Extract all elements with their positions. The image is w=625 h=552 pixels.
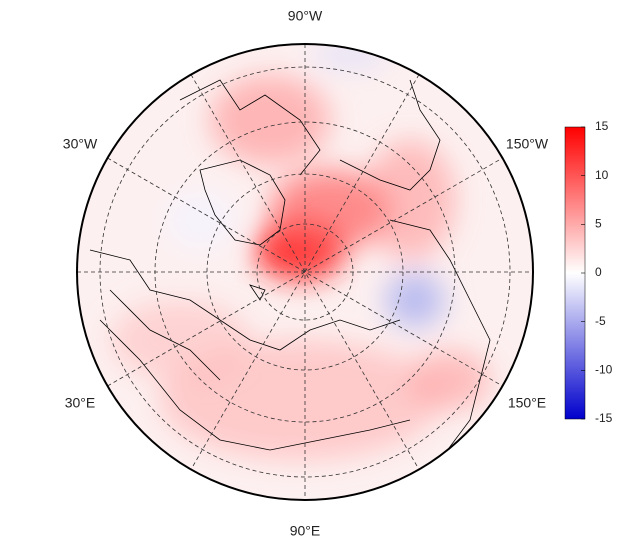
coastlines (89, 79, 491, 461)
field (77, 44, 533, 500)
longitude-label: 150°E (508, 395, 546, 411)
colorbar-tick-label: 0 (595, 265, 602, 279)
longitude-label: 90°E (290, 523, 321, 539)
map-border (76, 43, 534, 501)
colorbar-tick-label: 15 (595, 119, 609, 133)
colorbar-tick-label: 5 (595, 217, 602, 231)
colorbar-tick-label: -5 (595, 314, 606, 328)
longitude-label: 150°W (506, 136, 549, 152)
longitude-label: 30°E (65, 395, 96, 411)
colorbar-tick-label: -15 (595, 411, 613, 425)
longitude-label: 30°W (63, 136, 98, 152)
colorbar-tick-label: -10 (595, 363, 613, 377)
graticule (77, 44, 533, 500)
longitude-label: 90°W (288, 8, 323, 24)
colorbar-tick-label: 10 (595, 168, 609, 182)
